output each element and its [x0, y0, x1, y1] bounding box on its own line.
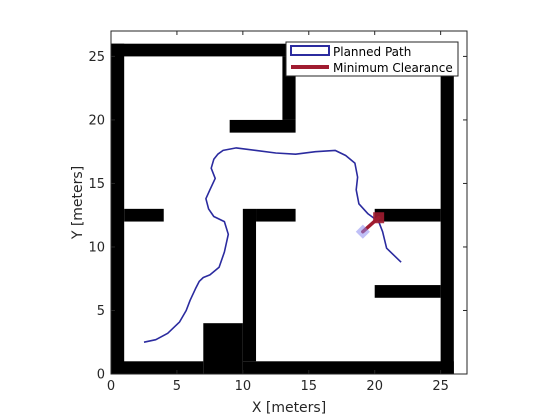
obstacle-11 [229, 119, 296, 133]
series-planned-path [143, 147, 402, 343]
x-tick-label-25: 25 [432, 379, 449, 394]
x-axis-label: X [meters] [252, 400, 326, 416]
legend-box [285, 41, 459, 77]
obstacle-6 [242, 208, 257, 362]
obstacle-1 [440, 43, 454, 374]
occupancy-map [111, 31, 467, 374]
obstacle-7 [256, 208, 296, 222]
y-tick-label-5: 5 [97, 304, 105, 319]
series-layer [143, 147, 402, 343]
y-tick-label-10: 10 [88, 240, 105, 255]
y-tick-label-0: 0 [97, 368, 105, 383]
legend-label-minimum-clearance: Minimum Clearance [333, 61, 453, 75]
obstacle-8 [124, 208, 164, 222]
x-tick-label-0: 0 [107, 379, 115, 394]
tick-layer: 0 5 10 15 20 25 0 5 10 15 20 25 [88, 31, 467, 394]
axes-box [110, 30, 468, 375]
obstacle-4 [203, 323, 243, 374]
obstacle-9 [374, 208, 441, 222]
y-axis-label: Y [meters] [70, 166, 86, 240]
x-tick-label-15: 15 [301, 379, 318, 394]
obstacle-10 [374, 285, 441, 298]
marker-clearance-start [355, 224, 370, 239]
x-tick-label-20: 20 [366, 379, 383, 394]
legend: Planned Path Minimum Clearance [285, 41, 459, 77]
marker-clearance-end [373, 212, 385, 224]
y-tick-label-15: 15 [88, 177, 105, 192]
x-tick-label-10: 10 [235, 379, 252, 394]
legend-label-planned-path: Planned Path [333, 45, 411, 59]
x-tick-label-5: 5 [173, 379, 181, 394]
y-tick-label-20: 20 [88, 113, 105, 128]
obstacle-0 [111, 43, 125, 374]
legend-swatch-planned-path [290, 45, 330, 56]
obstacle-3 [111, 361, 204, 374]
obstacle-5 [242, 361, 454, 374]
y-tick-label-25: 25 [88, 50, 105, 65]
